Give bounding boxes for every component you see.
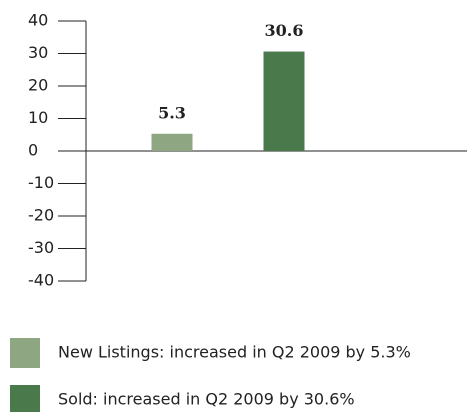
legend-swatch (10, 338, 40, 368)
y-tick-label: -10 (28, 173, 54, 192)
y-tick-label: 40 (28, 11, 48, 30)
bar (263, 51, 305, 151)
y-tick-label: -40 (28, 271, 54, 290)
y-tick-label: 30 (28, 43, 48, 62)
legend-label: New Listings: increased in Q2 2009 by 5.… (58, 343, 411, 362)
legend-swatch (10, 385, 40, 412)
y-tick-label: -30 (28, 238, 54, 257)
bar (151, 133, 193, 151)
y-tick-label: 0 (28, 141, 38, 160)
y-tick-label: -20 (28, 206, 54, 225)
y-tick-label: 20 (28, 76, 48, 95)
data-label: 30.6 (265, 21, 304, 40)
data-label: 5.3 (158, 103, 186, 122)
y-tick-label: 10 (28, 108, 48, 127)
legend-label: Sold: increased in Q2 2009 by 30.6% (58, 390, 355, 409)
